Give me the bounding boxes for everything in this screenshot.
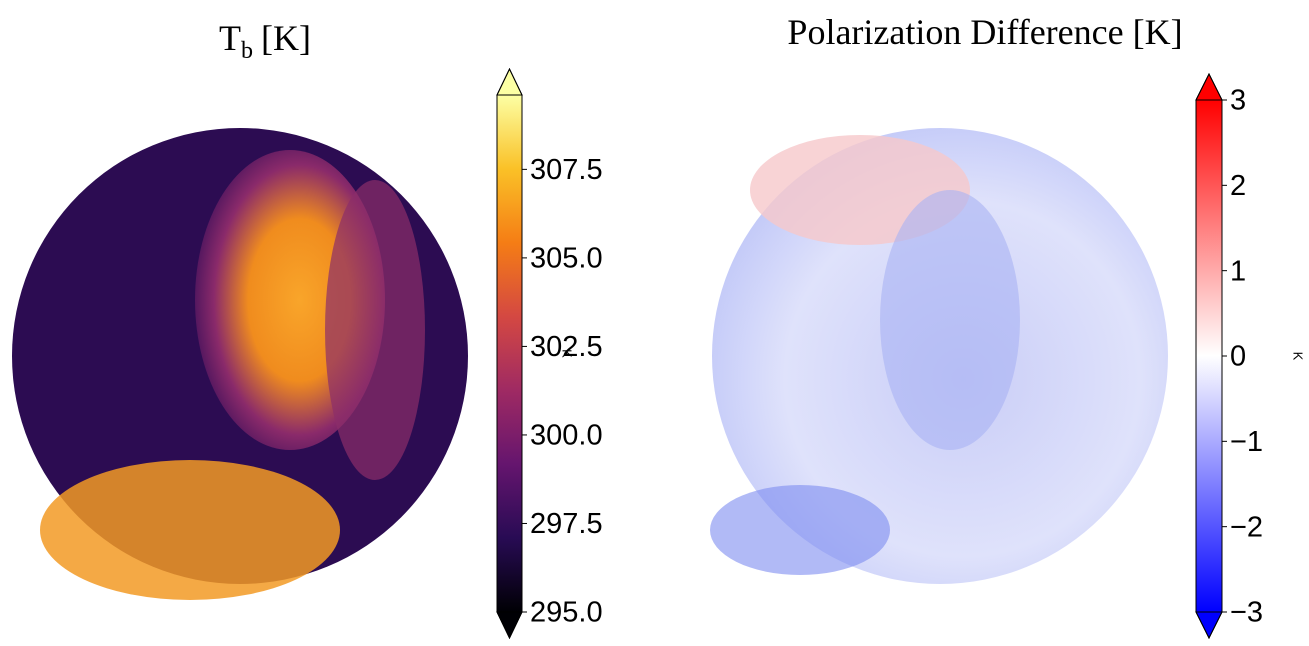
- title-subscript: b: [241, 38, 253, 64]
- colorbar-extend-top: [1195, 72, 1223, 101]
- colorbar-label: K: [560, 349, 575, 358]
- colorbar-label: K: [1291, 352, 1306, 361]
- colorbar-tick-label: 0: [1230, 341, 1246, 373]
- title-main: Polarization Difference [K]: [787, 12, 1182, 52]
- colorbar-tick-label: 1: [1230, 255, 1246, 287]
- colorbar-tick-label: −3: [1230, 597, 1263, 629]
- colorbar-extend-top: [496, 67, 523, 96]
- polarization-image: [710, 128, 1168, 584]
- colorbar-tick-label: 307.5: [530, 154, 603, 186]
- colorbar-tick-label: 305.0: [530, 243, 603, 275]
- colorbar-tick-label: 295.0: [530, 597, 603, 629]
- colorbar-tick-label: 2: [1230, 170, 1246, 202]
- colorbar-tick-label: −1: [1230, 426, 1263, 458]
- chart-title: Polarization Difference [K]: [787, 12, 1182, 52]
- colorbar: [1196, 100, 1222, 612]
- colorbar-extend-bottom: [1195, 611, 1223, 640]
- colorbar-tick-label: 300.0: [530, 420, 603, 452]
- colorbar: [497, 95, 522, 612]
- title-unit: [K]: [261, 18, 311, 58]
- title-main: T: [219, 18, 241, 58]
- chart-title: Tb [K]: [219, 18, 311, 63]
- colorbar-extend-bottom: [496, 611, 523, 640]
- colorbar-tick-label: 297.5: [530, 508, 603, 540]
- colorbar-tick-label: 302.5: [530, 331, 603, 363]
- colorbar-tick-label: −2: [1230, 511, 1263, 543]
- thermal-image: [12, 128, 468, 600]
- colorbar-tick-label: 3: [1230, 85, 1246, 117]
